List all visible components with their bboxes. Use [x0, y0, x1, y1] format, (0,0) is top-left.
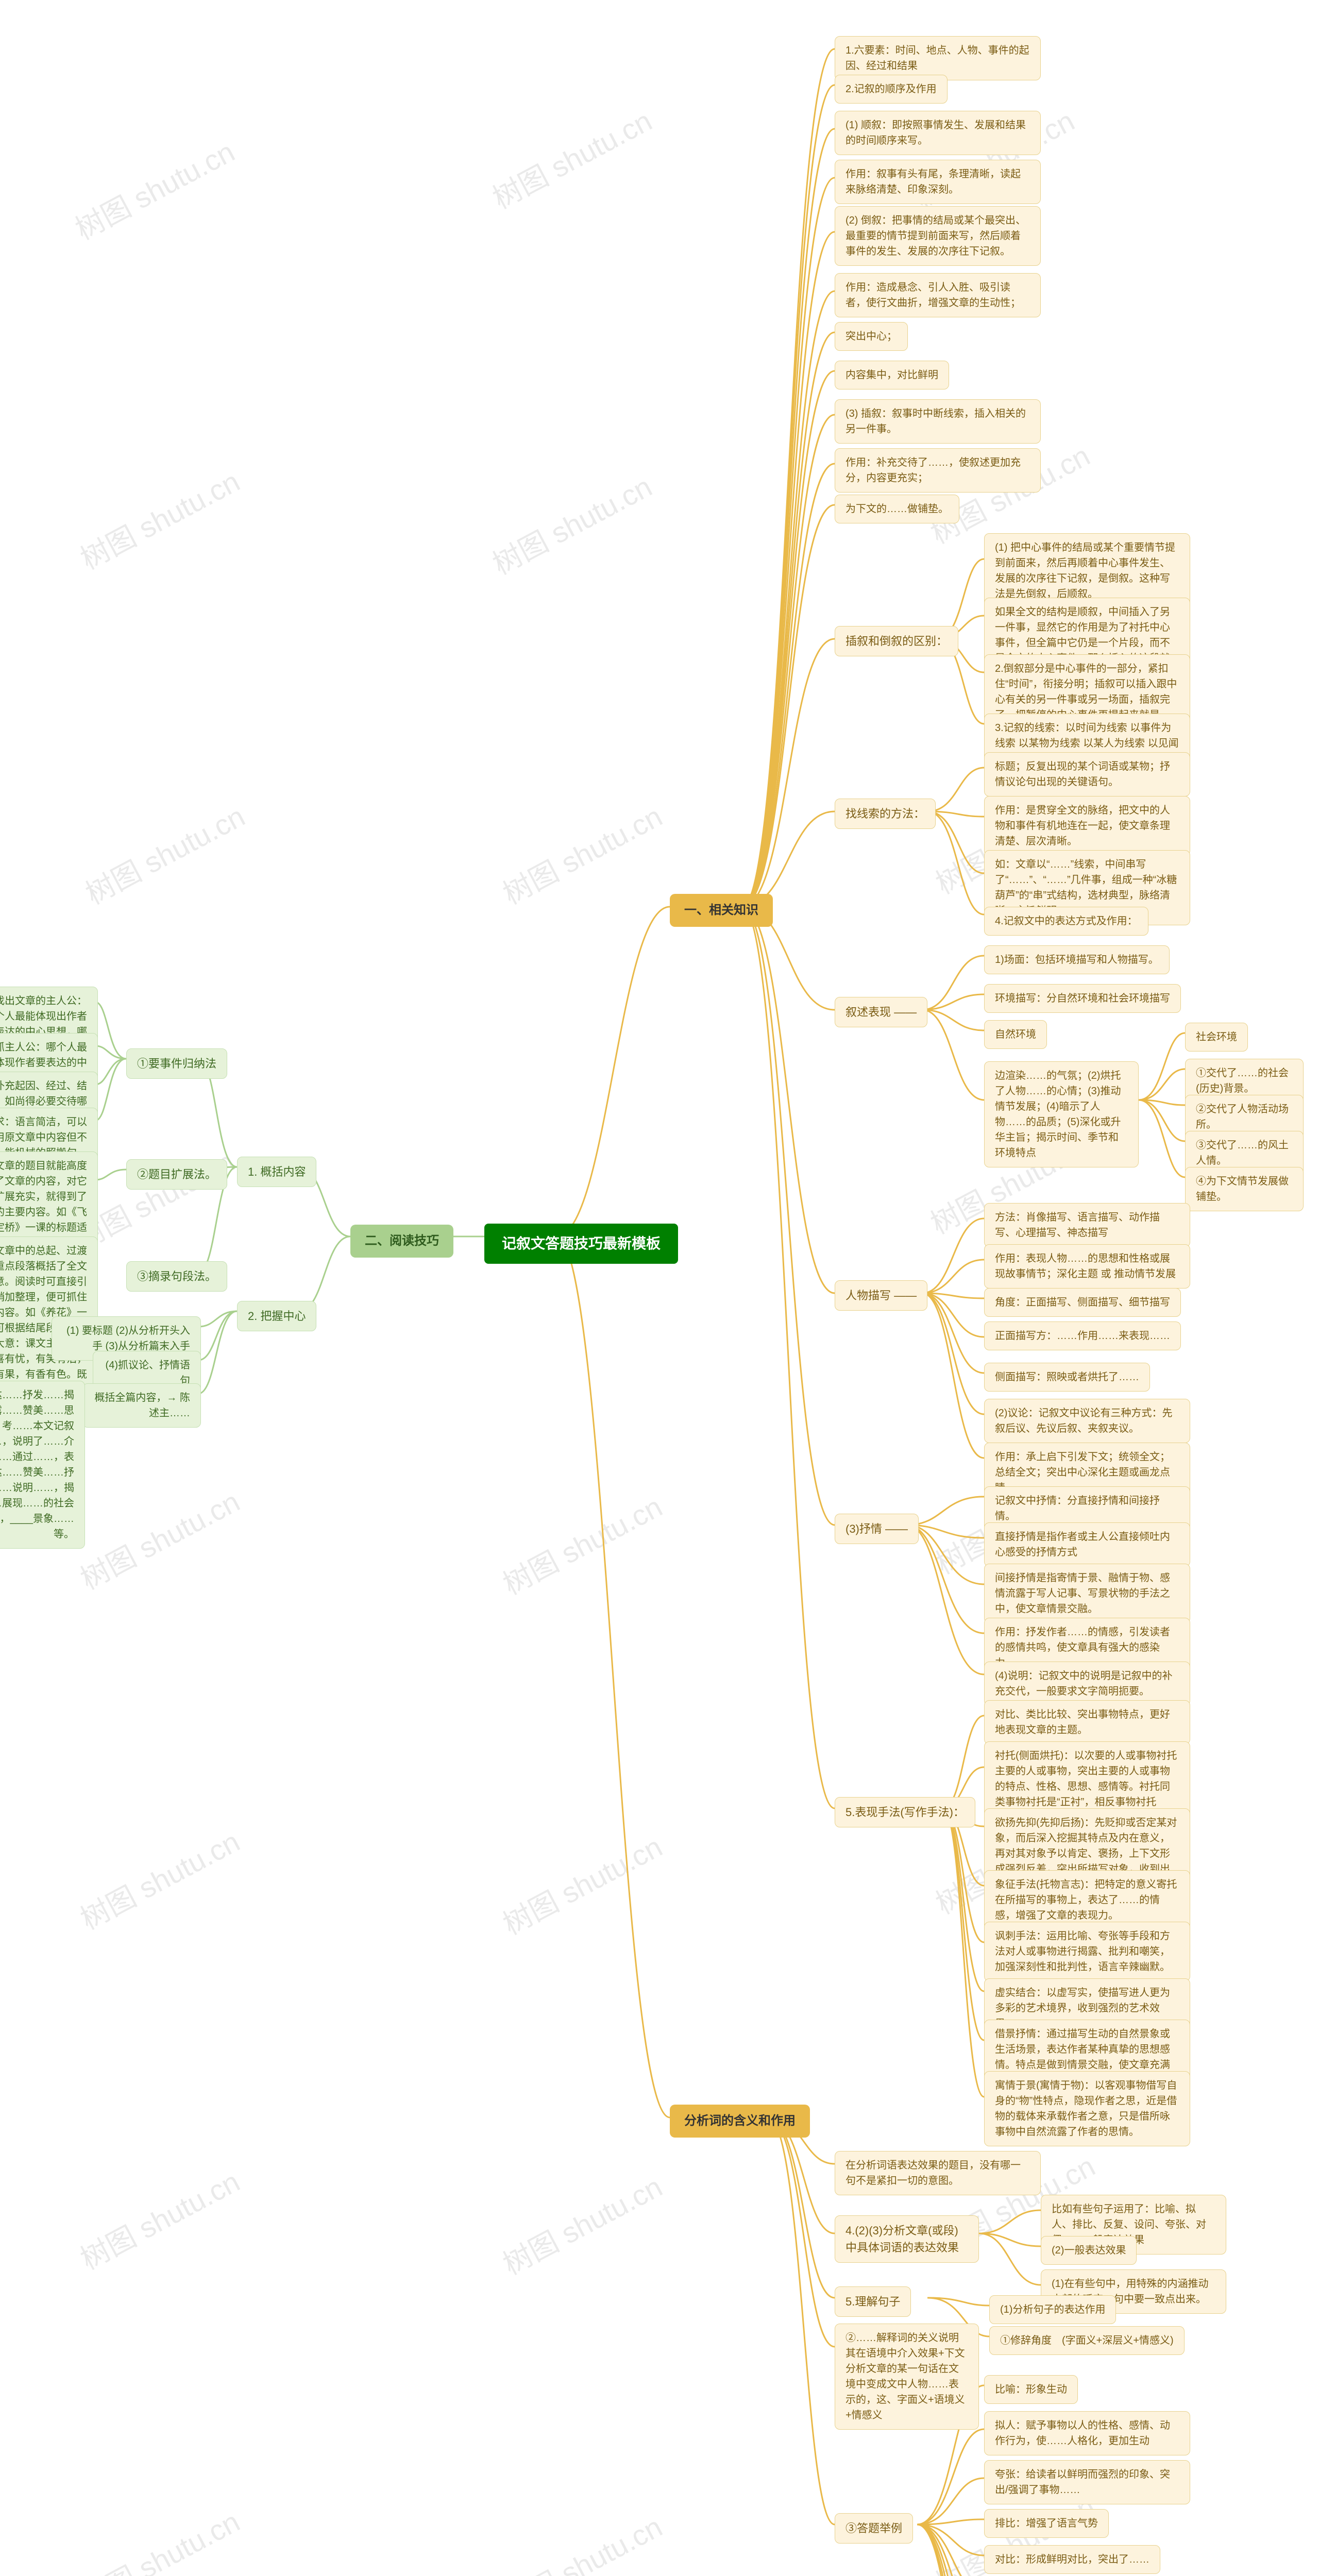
leaf: 正面描写方：……作用……来表现…… — [984, 1321, 1181, 1350]
x-title: 5.表现手法(写作手法)： — [835, 1797, 975, 1827]
leaf: 夸张：给读者以鲜明而强烈的印象、突出/强调了事物…… — [984, 2460, 1190, 2504]
leaf: 比喻：形象生动 — [984, 2375, 1078, 2404]
s-title: 叙述表现 —— — [835, 997, 927, 1027]
branch-b-title: 分析词的含义和作用 — [670, 2105, 810, 2138]
leaf: 1.六要素：时间、地点、人物、事件的起因、经过和结果 — [835, 36, 1041, 80]
y-title: (3)抒情 —— — [835, 1514, 919, 1544]
watermark: 树图 shutu.cn — [72, 2499, 246, 2576]
leaf: 环境描写：分自然环境和社会环境描写 — [984, 984, 1181, 1013]
leaf: 直接抒情是指作者或主人公直接倾吐内心感受的抒情方式 — [984, 1522, 1190, 1567]
fangfa-title: 找线索的方法： — [835, 799, 936, 829]
leaf: 间接抒情是指寄情于景、融情于物、感情流露于写人记事、写景状物的手法之中，使文章情… — [984, 1564, 1190, 1623]
leaf: (1) 顺叙：即按照事情发生、发展和结果的时间顺序来写。 — [835, 111, 1041, 155]
leaf: 拟人：赋予事物以人的性格、感情、动作行为，使……人格化，更加生动 — [984, 2411, 1190, 2455]
watermark: 树图 shutu.cn — [495, 2164, 669, 2283]
gtd: ①要事件归纳法 — [126, 1048, 227, 1079]
leaf: 标题；反复出现的某个词语或某物；抒情议论句出现的关键语句。 — [984, 752, 1190, 796]
leaf: 社会环境 — [1185, 1023, 1248, 1052]
watermark: 树图 shutu.cn — [484, 464, 658, 583]
leaf: 1)场面：包括环境描写和人物描写。 — [984, 945, 1170, 974]
watermark: 树图 shutu.cn — [495, 794, 669, 913]
branch-c-title: 二、阅读技巧 — [350, 1225, 453, 1258]
ctd: ②题目扩展法。 — [126, 1159, 227, 1190]
leaf: 作用：补充交待了……，使叙述更加充分，内容更充实； — [835, 448, 1041, 493]
leaf: (4)说明：记叙文中的说明是记叙中的补充交代，一般要求文字简明扼要。 — [984, 1662, 1190, 1706]
leaf: (2)一般表达效果 — [1041, 2236, 1137, 2265]
watermark: 树图 shutu.cn — [67, 129, 241, 248]
leaf: ②……解释词的关义说明其在语境中介入效果+下文分析文章的某一句话在文境中变成文中… — [835, 2324, 979, 2430]
leaf: 角度：正面描写、侧面描写、细节描写 — [984, 1288, 1181, 1317]
leftB-title: ③摘录句段法。 — [126, 1261, 227, 1292]
leaf: (3) 插叙：叙事时中断线索，插入相关的另一件事。 — [835, 399, 1041, 444]
leaf: 概括全篇内容，→ 陈述主…… — [82, 1383, 201, 1428]
leaf: (2) 倒叙：把事情的结局或某个最突出、最重要的情节提到前面来写，然后顺着事件的… — [835, 206, 1041, 266]
detail-title: 插叙和倒叙的区别： — [835, 626, 958, 656]
watermark: 树图 shutu.cn — [495, 1824, 669, 1943]
leaf: 表达……抒发……揭露……赞美……思考……本文记叙了……，说明了……介绍了……通过… — [0, 1381, 85, 1549]
leaf: 排比：增强了语言气势 — [984, 2509, 1109, 2538]
leaf: ④为下文情节发展做铺垫。 — [1185, 1167, 1304, 1211]
branch-c-sub2: 2. 把握中心 — [237, 1301, 316, 1331]
leaf: (2)议论：记叙文中议论有三种方式：先叙后议、先议后叙、夹叙夹议。 — [984, 1399, 1190, 1443]
leaf: 作用：叙事有头有尾，条理清晰，读起来脉络清楚、印象深刻。 — [835, 160, 1041, 204]
leaf: 为下文的……做铺垫。 — [835, 495, 959, 523]
watermark: 树图 shutu.cn — [495, 1484, 669, 1603]
leaf: 边渲染……的气氛；(2)烘托了人物……的心情；(3)推动情节发展；(4)暗示了人… — [984, 1061, 1139, 1167]
branch-a-title: 一、相关知识 — [670, 894, 773, 927]
leaf: 对比、类比比较、突出事物特点，更好地表现文章的主题。 — [984, 1700, 1190, 1744]
leaf: 4.记叙文中的表达方式及作用： — [984, 907, 1148, 936]
watermark: 树图 shutu.cn — [72, 459, 246, 578]
leaf: 在分析词语表达效果的题目，没有哪一句不是紧扣一切的意图。 — [835, 2151, 1041, 2195]
leaf: 作用：是贯穿全文的脉络，把文中的人物和事件有机地连在一起，使文章条理清楚、层次清… — [984, 796, 1190, 856]
watermark: 树图 shutu.cn — [495, 2504, 669, 2576]
leaf: 讽刺手法：运用比喻、夸张等手段和方法对人或事物进行揭露、批判和嘲笑，加强深刻性和… — [984, 1922, 1190, 1981]
leaf: 作用：表现人物……的思想和性格或展现故事情节；深化主题 或 推动情节发展 — [984, 1244, 1190, 1289]
leaf: 对比：形成鲜明对比，突出了…… — [984, 2545, 1160, 2574]
xc-title: ③答题举例 — [835, 2513, 913, 2544]
b-parent4: 4.(2)(3)分析文章(或段)中具体词语的表达效果 — [835, 2215, 979, 2263]
leaf: 自然环境 — [984, 1020, 1047, 1049]
root-node: 记叙文答题技巧最新模板 — [484, 1224, 678, 1264]
mindmap-canvas: 树图 shutu.cn 树图 shutu.cn 树图 shutu.cn 树图 s… — [0, 0, 1319, 2576]
watermark: 树图 shutu.cn — [72, 1479, 246, 1598]
leaf: 方法：肖像描写、语言描写、动作描写、心理描写、神态描写 — [984, 1203, 1190, 1247]
leaf: 内容集中，对比鲜明 — [835, 361, 949, 389]
leaf: 象征手法(托物言志)：把特定的意义寄托在所描写的事物上，表达了……的情感，增强了… — [984, 1870, 1190, 1930]
watermark: 树图 shutu.cn — [72, 2159, 246, 2278]
leaf: ①修辞角度 (字面义+深层义+情感义) — [989, 2326, 1185, 2355]
leaf: 侧面描写：照映或者烘托了…… — [984, 1363, 1150, 1392]
leaf: 2.记叙的顺序及作用 — [835, 75, 948, 104]
leaf: 突出中心； — [835, 322, 908, 351]
leaf: 作用：造成悬念、引人入胜、吸引读者，使行文曲折，增强文章的生动性； — [835, 273, 1041, 317]
leaf: 寓情于景(寓情于物)：以客观事物借写自身的“物”性特点，隐现作者之思，近是借物的… — [984, 2071, 1190, 2146]
ren-title: 人物描写 —— — [835, 1280, 927, 1311]
branch-c-sub1: 1. 概括内容 — [237, 1157, 316, 1187]
leaf: (1)分析句子的表达作用 — [989, 2295, 1116, 2324]
b-parent5: 5.理解句子 — [835, 2286, 911, 2317]
watermark: 树图 shutu.cn — [77, 794, 251, 913]
watermark: 树图 shutu.cn — [484, 98, 658, 217]
watermark: 树图 shutu.cn — [72, 1819, 246, 1938]
